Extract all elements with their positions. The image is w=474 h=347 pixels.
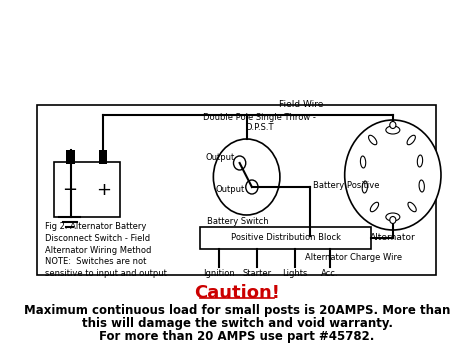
Ellipse shape — [419, 180, 424, 192]
Text: Output: Output — [216, 185, 245, 194]
Text: Ignition: Ignition — [204, 269, 236, 278]
Ellipse shape — [408, 202, 416, 212]
Text: Positive Distribution Block: Positive Distribution Block — [230, 234, 341, 243]
Circle shape — [246, 180, 258, 194]
Ellipse shape — [362, 181, 367, 193]
Bar — [99, 150, 108, 164]
Text: Fig 2. Alternator Battery
Disconnect Switch - Field
Alternator Wiring Method
NOT: Fig 2. Alternator Battery Disconnect Swi… — [46, 222, 167, 278]
Ellipse shape — [370, 202, 379, 212]
Ellipse shape — [386, 126, 400, 134]
Text: Maximum continuous load for small posts is 20AMPS. More than: Maximum continuous load for small posts … — [24, 304, 450, 317]
Text: For more than 20 AMPS use part #45782.: For more than 20 AMPS use part #45782. — [100, 330, 374, 343]
Ellipse shape — [417, 155, 423, 167]
Text: Acc.: Acc. — [321, 269, 338, 278]
Ellipse shape — [360, 156, 366, 168]
Bar — [36, 105, 436, 275]
Text: Lights: Lights — [282, 269, 308, 278]
Ellipse shape — [386, 213, 400, 221]
Text: Caution!: Caution! — [194, 284, 280, 302]
Text: Output: Output — [206, 152, 235, 161]
Text: this will damage the switch and void warranty.: this will damage the switch and void war… — [82, 317, 392, 330]
Text: Starter: Starter — [243, 269, 272, 278]
Circle shape — [390, 217, 396, 223]
Text: −: − — [62, 180, 77, 198]
Bar — [54, 162, 120, 217]
Text: Alternator: Alternator — [370, 233, 416, 242]
Circle shape — [390, 121, 396, 128]
Text: Field Wire: Field Wire — [279, 100, 323, 109]
Text: Battery Positive: Battery Positive — [313, 180, 380, 189]
Bar — [200, 227, 371, 249]
Circle shape — [345, 120, 441, 230]
Ellipse shape — [407, 135, 415, 145]
Text: +: + — [96, 180, 111, 198]
Circle shape — [213, 139, 280, 215]
Text: Double Pole Single Throw -
D.P.S.T: Double Pole Single Throw - D.P.S.T — [203, 112, 316, 132]
Text: Battery Switch: Battery Switch — [207, 217, 269, 226]
Text: Alternator Charge Wire: Alternator Charge Wire — [305, 253, 402, 262]
Ellipse shape — [369, 135, 377, 145]
Circle shape — [234, 156, 246, 170]
Bar — [66, 150, 75, 164]
